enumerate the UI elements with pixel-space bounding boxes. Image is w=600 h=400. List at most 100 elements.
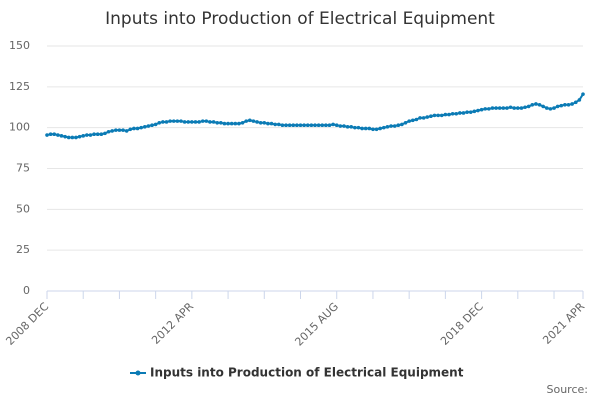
point — [276, 122, 281, 127]
point — [461, 111, 466, 115]
point — [56, 133, 60, 137]
point — [222, 121, 227, 126]
point — [508, 105, 513, 110]
point — [85, 133, 89, 137]
point — [193, 120, 198, 124]
point — [237, 121, 241, 126]
point — [458, 111, 462, 115]
point — [573, 100, 578, 105]
point — [229, 121, 234, 126]
point — [505, 106, 509, 110]
point — [48, 132, 53, 136]
point — [204, 119, 209, 123]
point — [534, 102, 538, 106]
point — [139, 125, 143, 130]
point — [570, 102, 574, 106]
point — [385, 125, 390, 129]
point — [468, 110, 473, 114]
point — [74, 135, 78, 140]
point — [266, 121, 270, 126]
point — [392, 124, 397, 128]
point — [548, 107, 553, 111]
point — [425, 115, 430, 119]
point — [103, 131, 107, 136]
point — [371, 127, 375, 132]
point — [81, 134, 86, 138]
y-tick-label: 150 — [9, 39, 30, 52]
point — [302, 123, 306, 128]
point — [389, 124, 393, 128]
point — [142, 125, 147, 129]
point — [490, 106, 495, 110]
y-tick-label: 100 — [9, 121, 30, 134]
point — [114, 128, 118, 132]
point — [530, 103, 535, 107]
point — [132, 126, 136, 131]
point — [429, 114, 433, 119]
point — [59, 134, 64, 138]
point — [407, 119, 411, 123]
point — [320, 123, 325, 128]
point — [516, 106, 520, 110]
point — [157, 120, 162, 125]
point — [66, 135, 71, 140]
point — [360, 126, 364, 131]
x-tick-label: 2008 DEC — [3, 300, 51, 348]
point — [298, 123, 303, 128]
point — [501, 106, 506, 110]
y-tick-label: 0 — [23, 284, 30, 297]
point — [555, 104, 560, 109]
point — [342, 124, 346, 128]
point — [563, 103, 567, 107]
point — [526, 104, 531, 109]
point — [454, 111, 459, 116]
source: Source: — [547, 383, 589, 396]
point — [200, 119, 205, 123]
point — [262, 120, 267, 125]
point — [367, 126, 372, 131]
point — [219, 120, 223, 125]
point — [374, 127, 379, 132]
point — [519, 106, 524, 110]
point — [316, 123, 321, 128]
point — [523, 105, 527, 110]
point — [92, 132, 96, 136]
point — [106, 129, 111, 134]
point — [577, 98, 582, 102]
point — [77, 134, 82, 139]
point — [537, 103, 542, 107]
point — [363, 126, 368, 131]
y-tick-label: 125 — [9, 80, 30, 93]
point — [150, 123, 154, 128]
point — [186, 120, 191, 124]
point — [432, 113, 437, 118]
x-tick-label: 2015 AUG — [292, 300, 341, 349]
point — [190, 120, 194, 124]
legend-marker — [135, 370, 141, 376]
point — [450, 111, 455, 116]
point — [295, 123, 299, 128]
point — [269, 121, 274, 126]
point — [226, 121, 230, 126]
y-tick-label: 25 — [16, 243, 30, 256]
point — [208, 120, 212, 124]
point — [378, 126, 382, 131]
point — [197, 120, 201, 124]
point — [110, 129, 114, 133]
point — [240, 120, 245, 125]
point — [248, 118, 252, 123]
point — [418, 116, 422, 120]
point — [313, 123, 317, 128]
point — [334, 123, 339, 128]
point — [244, 119, 248, 123]
point — [251, 119, 256, 123]
point — [215, 120, 220, 125]
point — [233, 121, 238, 126]
point — [305, 123, 310, 128]
point — [280, 123, 285, 128]
point — [161, 120, 165, 124]
x-tick-label: 2021 APR — [540, 300, 587, 347]
point — [117, 128, 122, 132]
point — [410, 118, 415, 123]
point — [291, 123, 296, 128]
